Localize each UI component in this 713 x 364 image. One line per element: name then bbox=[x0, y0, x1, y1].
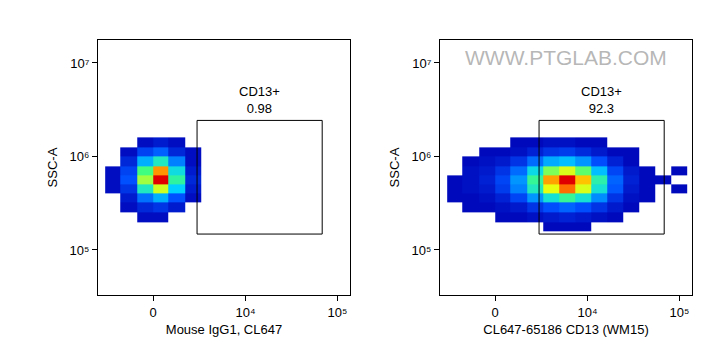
svg-text:SSC-A: SSC-A bbox=[45, 147, 60, 187]
svg-text:10⁴: 10⁴ bbox=[236, 305, 256, 320]
svg-text:10⁶: 10⁶ bbox=[412, 149, 432, 164]
svg-text:10⁴: 10⁴ bbox=[578, 305, 598, 320]
svg-text:SSC-A: SSC-A bbox=[387, 147, 402, 187]
svg-text:CD13+92.3: CD13+92.3 bbox=[581, 84, 622, 116]
svg-text:CL647-65186 CD13 (WM15): CL647-65186 CD13 (WM15) bbox=[483, 322, 648, 337]
svg-text:0: 0 bbox=[149, 305, 156, 320]
svg-text:10⁵: 10⁵ bbox=[327, 305, 347, 320]
svg-text:10⁵: 10⁵ bbox=[412, 243, 432, 258]
svg-text:10⁷: 10⁷ bbox=[412, 56, 431, 71]
svg-text:0: 0 bbox=[491, 305, 498, 320]
svg-text:10⁵: 10⁵ bbox=[70, 243, 90, 258]
svg-text:10⁷: 10⁷ bbox=[70, 56, 89, 71]
svg-text:WWW.PTGLAB.COM: WWW.PTGLAB.COM bbox=[465, 46, 667, 69]
svg-text:10⁵: 10⁵ bbox=[669, 305, 689, 320]
svg-text:10⁶: 10⁶ bbox=[70, 149, 90, 164]
svg-text:CD13+0.98: CD13+0.98 bbox=[239, 84, 280, 116]
svg-text:Mouse IgG1, CL647: Mouse IgG1, CL647 bbox=[166, 322, 282, 337]
